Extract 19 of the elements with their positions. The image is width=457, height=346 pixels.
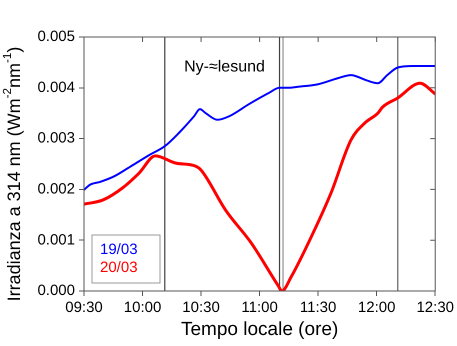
annotation: Ny-≈lesund — [184, 58, 265, 76]
y-tick-label: 0.002 — [37, 180, 75, 198]
x-tick-label: 12:00 — [358, 299, 396, 316]
x-tick-label: 10:30 — [182, 299, 220, 316]
text: 20/03 — [100, 259, 138, 276]
text: 19/03 — [100, 241, 138, 258]
x-axis-title: Tempo locale (ore) — [180, 319, 338, 340]
y-tick-label: 0.000 — [37, 282, 75, 300]
y-tick-label: 0.005 — [37, 28, 75, 46]
x-tick-label: 11:00 — [241, 299, 278, 316]
y-tick-label: 0.004 — [37, 78, 75, 96]
y-axis-title: Irradianza a 314 nm (Wm-2nm-1) — [1, 46, 24, 302]
y-tick-label: 0.003 — [37, 130, 75, 147]
x-tick-label: 09:30 — [65, 299, 103, 316]
y-tick-label: 0.001 — [37, 231, 75, 248]
x-tick-label: 10:00 — [124, 299, 162, 316]
x-tick-label: 11:30 — [300, 299, 336, 316]
x-tick-label: 12:30 — [416, 299, 454, 316]
line-series — [84, 82, 436, 291]
